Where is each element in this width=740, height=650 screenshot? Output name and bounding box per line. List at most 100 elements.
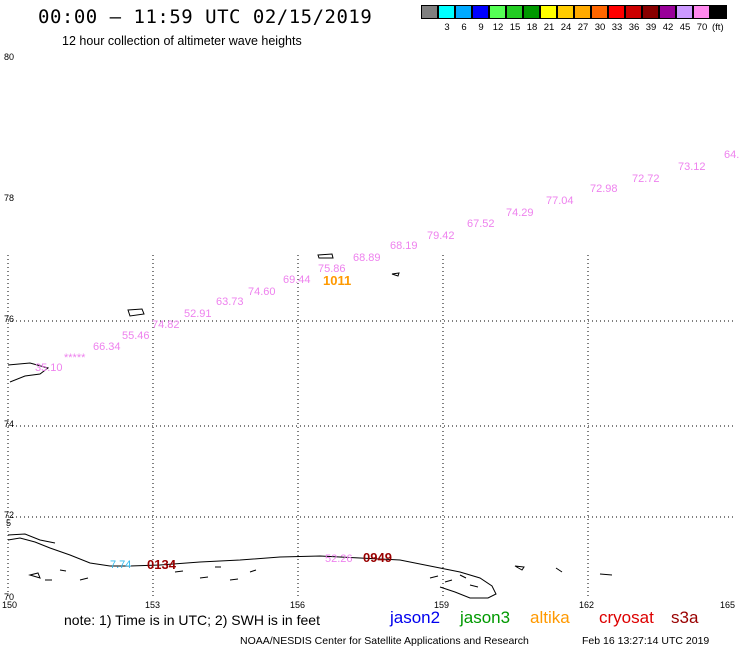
island-157-77 [391,272,400,277]
wave-height-label: 69.44 [283,274,311,286]
scale-label-36: 36 [628,22,640,33]
scale-swatch-6 [523,5,540,19]
wave-height-label: 55.46 [122,330,150,342]
footer-note: note: 1) Time is in UTC; 2) SWH is in fe… [64,612,320,628]
scale-label-39: 39 [645,22,657,33]
scale-label-6: 6 [461,22,467,33]
latitude-labels: 80 78 76 74 72 70 5 [4,52,14,602]
wave-height-label: 66.34 [93,341,121,353]
latitude-label: 80 [4,52,14,62]
wave-height-label: 67.52 [467,218,495,230]
wave-height-label: 52.91 [184,308,212,320]
scale-label-24: 24 [560,22,572,33]
wave-height-label: 72.98 [590,183,618,195]
wave-height-label: 74.82 [152,319,180,331]
longitude-label: 159 [434,600,449,610]
scale-label-33: 33 [611,22,623,33]
coastlines [7,253,613,599]
latitude-label: 70 [4,592,14,602]
scale-label-15: 15 [509,22,521,33]
longitude-label: 153 [145,600,160,610]
longitude-label: 156 [290,600,305,610]
page-title: 00:00 – 11:59 UTC 02/15/2019 [38,6,373,28]
scale-label-30: 30 [594,22,606,33]
scale-swatch-13 [642,5,659,19]
wave-height-label: 64. [724,149,739,161]
scale-label-12: 12 [492,22,504,33]
satellite-label-jason3: jason3 [460,608,511,627]
longitude-label: 165 [720,600,735,610]
scale-label-9: 9 [478,22,484,33]
wave-height-label: 68.89 [353,252,381,264]
scale-swatch-8 [557,5,574,19]
scale-swatch-9 [574,5,591,19]
pass-time-label: 0949 [363,550,392,565]
latitude-label: 76 [4,314,14,324]
wave-height-label: 73.12 [678,161,706,173]
scale-swatch-5 [506,5,523,19]
credit-line: NOAA/NESDIS Center for Satellite Applica… [240,635,529,647]
latitude-label: 72 [4,510,14,520]
pass-time-label: 1011 [323,273,351,288]
scale-swatch-16 [693,5,710,19]
wave-height-label: 63.73 [216,296,244,308]
longitude-label: 150 [2,600,17,610]
satellite-label-cryosat: cryosat [599,608,654,627]
scale-label-27: 27 [577,22,589,33]
island-150-76 [7,362,50,383]
scale-label-18: 18 [526,22,538,33]
scale-swatch-15 [676,5,693,19]
wave-height-label: 74.60 [248,286,276,298]
scale-swatch-3 [472,5,489,19]
wave-height-label: 52.26 [325,553,353,565]
latitude-label: 5 [6,518,11,528]
scale-label-42: 42 [662,22,674,33]
wave-height-label: ***** [64,352,86,364]
page-subtitle: 12 hour collection of altimeter wave hei… [62,34,302,48]
coast-left-piece [7,533,56,544]
scale-swatch-12 [625,5,642,19]
scale-swatch-4 [489,5,506,19]
longitude-labels: 150 153 156 159 162 165 [2,600,735,610]
wave-height-label: 79.42 [427,230,455,242]
scale-label-70: 70 [696,22,708,33]
scale-swatch-2 [455,5,472,19]
wave-height-label: 35.10 [35,362,63,374]
wave-height-label: 74.29 [506,207,534,219]
scale-swatch-7 [540,5,557,19]
wave-height-label: 75.86 [318,263,346,275]
scale-swatch-11 [608,5,625,19]
scale-label-3: 3 [444,22,450,33]
pass-time-labels: 1011 0134 0949 [147,273,392,572]
island-cluster-1 [28,569,89,581]
wave-height-label: 7.74 [110,559,131,571]
scale-label-21: 21 [543,22,555,33]
scale-swatch-0 [421,5,438,19]
pass-time-label: 0134 [147,557,177,572]
longitude-label: 162 [579,600,594,610]
satellite-label-jason2: jason2 [390,608,441,627]
scale-swatch-10 [591,5,608,19]
graticule [7,255,734,598]
credit-timestamp: Feb 16 13:27:14 UTC 2019 [582,635,710,647]
wave-height-label: 77.04 [546,195,574,207]
island-cluster-4 [514,565,613,576]
island-cluster-3 [429,574,479,588]
coastline-main [7,537,497,599]
latitude-label: 74 [4,419,14,429]
satellite-label-altika: altika [530,608,570,627]
wave-height-label: 68.19 [390,240,418,252]
scale-swatch-17 [710,5,727,19]
scale-swatch-14 [659,5,676,19]
wave-height-label: 72.72 [632,173,660,185]
island-153-77 [127,308,145,317]
scale-unit-label: (ft) [712,22,724,33]
scale-swatch-1 [438,5,455,19]
latitude-label: 78 [4,193,14,203]
island-cluster-2 [174,566,257,581]
satellite-label-s3a: s3a [671,608,699,627]
scale-label-45: 45 [679,22,691,33]
